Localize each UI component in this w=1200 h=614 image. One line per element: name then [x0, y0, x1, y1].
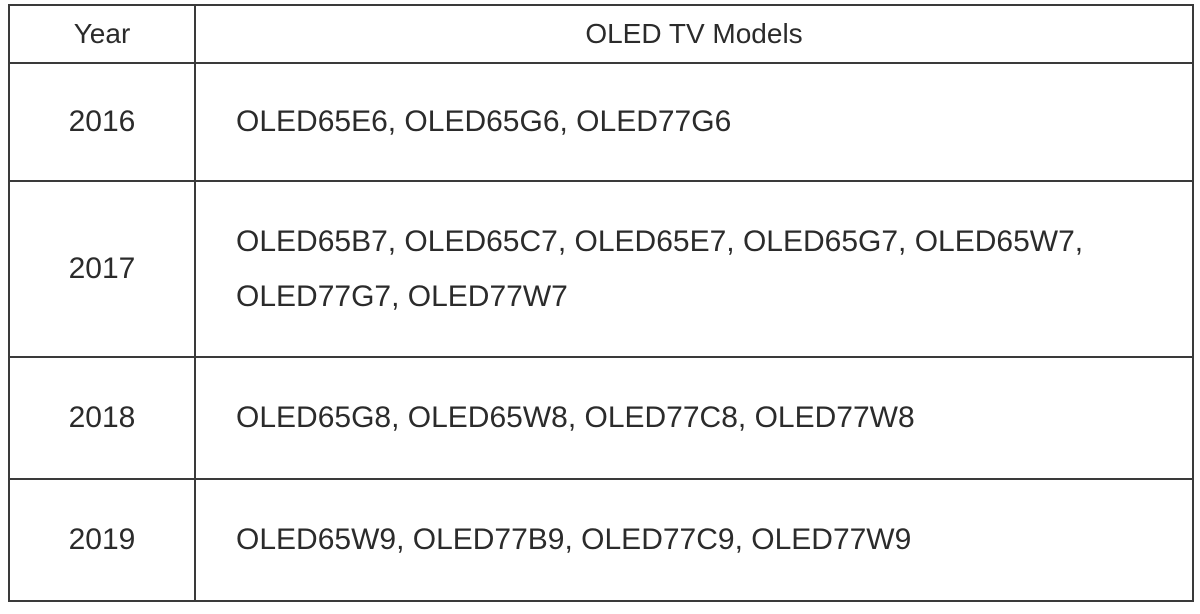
column-header-year: Year	[9, 5, 195, 63]
table-row: 2019 OLED65W9, OLED77B9, OLED77C9, OLED7…	[9, 479, 1193, 601]
cell-year: 2016	[9, 63, 195, 181]
cell-year: 2017	[9, 181, 195, 357]
oled-models-table: Year OLED TV Models 2016 OLED65E6, OLED6…	[8, 4, 1194, 602]
cell-year: 2019	[9, 479, 195, 601]
cell-year: 2018	[9, 357, 195, 479]
column-header-models: OLED TV Models	[195, 5, 1193, 63]
table-header-row: Year OLED TV Models	[9, 5, 1193, 63]
table-row: 2018 OLED65G8, OLED65W8, OLED77C8, OLED7…	[9, 357, 1193, 479]
table-row: 2016 OLED65E6, OLED65G6, OLED77G6	[9, 63, 1193, 181]
cell-models: OLED65E6, OLED65G6, OLED77G6	[195, 63, 1193, 181]
table-row: 2017 OLED65B7, OLED65C7, OLED65E7, OLED6…	[9, 181, 1193, 357]
cell-models: OLED65B7, OLED65C7, OLED65E7, OLED65G7, …	[195, 181, 1193, 357]
cell-models: OLED65G8, OLED65W8, OLED77C8, OLED77W8	[195, 357, 1193, 479]
cell-models: OLED65W9, OLED77B9, OLED77C9, OLED77W9	[195, 479, 1193, 601]
